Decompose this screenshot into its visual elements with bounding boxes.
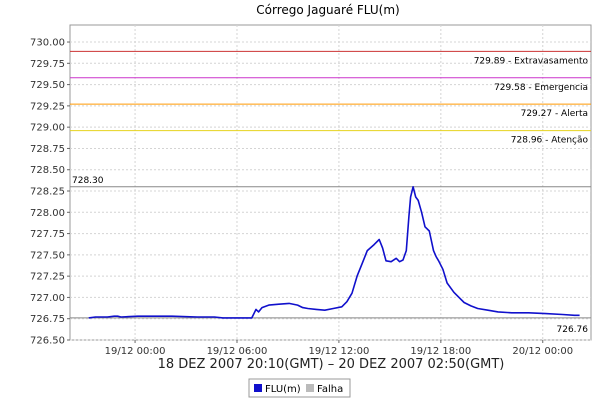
legend: FLU(m) Falha (248, 378, 351, 398)
min-label: 726.76 (557, 325, 589, 335)
x-tick-label: 19/12 18:00 (410, 346, 471, 357)
max-label: 728.30 (72, 176, 104, 186)
y-tick-label: 729.25 (30, 101, 65, 112)
threshold-label: 729.58 - Emergencia (494, 83, 588, 93)
y-tick-label: 730.00 (30, 38, 65, 49)
y-tick-label: 729.75 (30, 59, 65, 70)
series (88, 186, 580, 319)
y-tick-label: 727.50 (30, 250, 65, 261)
threshold-label: 729.27 - Alerta (521, 109, 588, 119)
series-line-flu (88, 186, 580, 319)
y-axis: 726.50 726.75 727.00 727.25 727.50 727.75 728.… (30, 38, 70, 347)
legend-swatch-falha (306, 384, 314, 392)
y-tick-label: 727.00 (30, 293, 65, 304)
x-tick-label: 19/12 00:00 (105, 346, 166, 357)
chart-title: Córrego Jaguaré FLU(m) (256, 3, 399, 17)
y-tick-label: 728.50 (30, 165, 65, 176)
y-tick-label: 728.00 (30, 208, 65, 219)
x-axis-label: 18 DEZ 2007 20:10(GMT) – 20 DEZ 2007 02:… (158, 357, 505, 372)
y-tick-label: 728.25 (30, 187, 65, 198)
legend-label-falha: Falha (317, 384, 343, 395)
threshold-label: 728.96 - Atenção (511, 136, 589, 146)
x-tick-label: 19/12 12:00 (308, 346, 369, 357)
y-tick-label: 728.75 (30, 144, 65, 155)
x-axis: 19/12 00:00 19/12 06:00 19/12 12:00 19/12 1… (105, 340, 573, 357)
y-tick-label: 729.50 (30, 80, 65, 91)
plot-area (69, 24, 592, 341)
threshold-label: 729.89 - Extravasamento (474, 56, 589, 66)
x-tick-label: 20/12 00:00 (512, 346, 573, 357)
legend-swatch-flu (254, 384, 262, 392)
x-tick-label: 19/12 06:00 (207, 346, 268, 357)
y-tick-label: 726.75 (30, 314, 65, 325)
y-tick-label: 727.75 (30, 229, 65, 240)
y-tick-label: 727.25 (30, 272, 65, 283)
legend-box (248, 378, 351, 398)
reference-lines: 729.89 - Extravasamento 729.58 - Emergenc… (70, 50, 591, 335)
y-tick-label: 726.50 (30, 336, 65, 347)
y-tick-label: 729.00 (30, 123, 65, 134)
legend-label-flu: FLU(m) (265, 384, 301, 395)
